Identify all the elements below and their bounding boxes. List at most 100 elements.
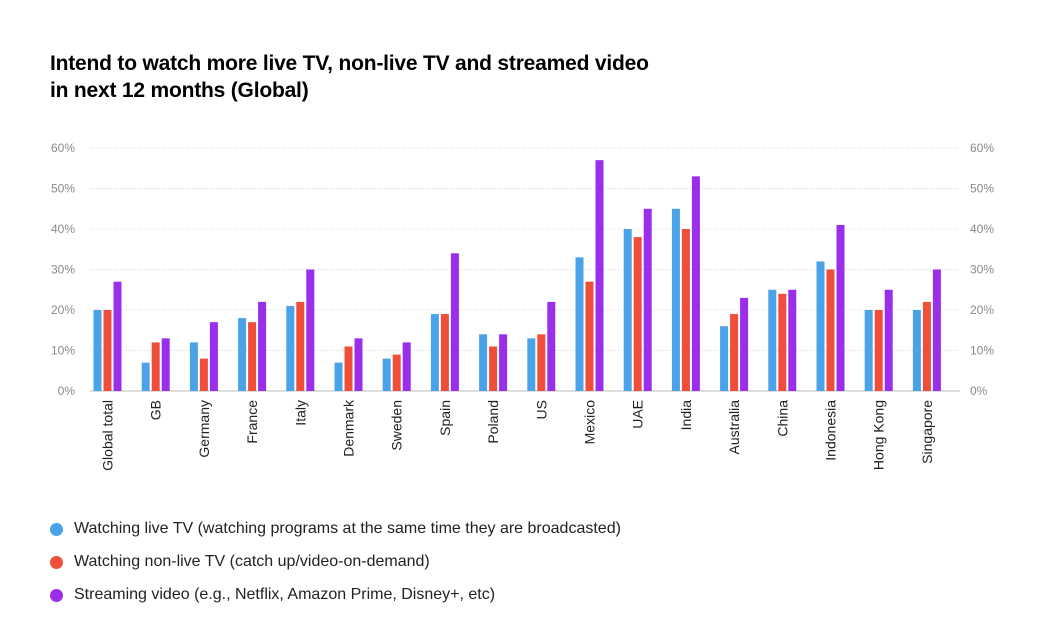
y-tick-label-left: 60% [51,141,75,155]
bar [527,338,536,391]
y-tick-label-right: 30% [970,263,994,277]
legend-item-non-live-tv: Watching non-live TV (catch up/video-on-… [50,551,621,573]
chart-title: Intend to watch more live TV, non-live T… [50,50,810,104]
bar [199,358,208,391]
legend: Watching live TV (watching programs at t… [50,518,621,617]
bar [248,322,257,391]
bar [874,310,883,391]
y-tick-label-left: 20% [51,303,75,317]
y-tick-label-right: 20% [970,303,994,317]
x-tick-label: GB [148,400,164,420]
bar [258,301,267,391]
y-tick-label-left: 50% [51,182,75,196]
bar [671,208,680,391]
legend-swatch-streaming [50,588,63,602]
bar [932,269,941,391]
y-tick-label-right: 40% [970,222,994,236]
y-tick-label-right: 10% [970,344,994,358]
x-tick-label: Australia [726,400,742,455]
legend-label-streaming: Streaming video (e.g., Netflix, Amazon P… [74,586,496,603]
bar [296,301,305,391]
bar [113,281,122,391]
bar [93,310,102,391]
bar [778,293,787,391]
x-tick-label: Indonesia [823,400,839,461]
bar [189,342,198,391]
bar [402,342,411,391]
bar [575,257,584,391]
bar [623,229,632,391]
y-tick-label-left: 0% [58,384,76,398]
bar [334,362,343,391]
bar [816,261,825,391]
bar [836,224,845,391]
bar [141,362,150,391]
y-tick-label-left: 30% [51,263,75,277]
legend-label-non-live-tv: Watching non-live TV (catch up/video-on-… [74,553,430,570]
bar [864,310,873,391]
bar [720,326,729,391]
bar [681,229,690,391]
bar [209,322,218,391]
bar [585,281,594,391]
bar [912,310,921,391]
legend-item-live-tv: Watching live TV (watching programs at t… [50,518,621,540]
legend-label-live-tv: Watching live TV (watching programs at t… [74,520,621,537]
x-tick-label: US [533,400,549,419]
bar [595,160,604,391]
bar [768,289,777,391]
bar [922,301,931,391]
chart-title-line-1: Intend to watch more live TV, non-live T… [50,52,649,75]
bar [103,310,112,391]
x-tick-label: Hong Kong [871,400,887,470]
bar [306,269,315,391]
legend-swatch-live-tv [50,522,63,536]
x-tick-label: Sweden [389,400,405,451]
bar [344,346,353,391]
bar [643,208,652,391]
x-tick-label: Poland [485,400,501,444]
bar [740,297,749,391]
bar [450,253,459,391]
bar [286,305,295,391]
bar [382,358,391,391]
bar [161,338,170,391]
bar [633,237,642,391]
bar [392,354,401,391]
bar [151,342,160,391]
bar [537,334,546,391]
bar [440,314,449,391]
bar [884,289,893,391]
x-tick-label: Global total [100,400,116,471]
bar [730,314,739,391]
x-tick-label: Spain [437,400,453,436]
x-tick-label: France [244,400,260,444]
bar [238,318,247,391]
bar [489,346,498,391]
legend-item-streaming: Streaming video (e.g., Netflix, Amazon P… [50,584,621,606]
bar [826,269,835,391]
y-tick-label-right: 60% [970,141,994,155]
x-tick-label: India [678,400,694,431]
y-tick-label-left: 40% [51,222,75,236]
legend-swatch-non-live-tv [50,555,63,569]
x-tick-label: Denmark [341,399,357,457]
y-tick-label-right: 50% [970,182,994,196]
bar [354,338,363,391]
x-tick-label: Singapore [919,400,935,464]
x-tick-label: UAE [630,400,646,429]
bar [499,334,508,391]
chart-title-line-2: in next 12 months (Global) [50,79,309,102]
x-tick-label: China [774,400,790,437]
bar [788,289,797,391]
bar [547,301,556,391]
x-tick-label: Italy [292,400,308,426]
x-tick-label: Germany [196,400,212,458]
y-tick-label-right: 0% [970,384,988,398]
bar [430,314,439,391]
bar [479,334,488,391]
x-tick-label: Mexico [582,400,598,445]
bar [691,176,700,391]
y-tick-label-left: 10% [51,344,75,358]
